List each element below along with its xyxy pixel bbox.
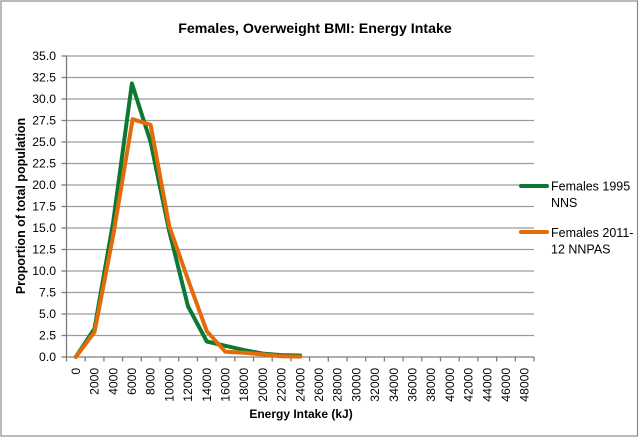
svg-text:35.0: 35.0 [32,49,56,63]
svg-text:34000: 34000 [387,368,401,402]
svg-text:30000: 30000 [349,368,363,402]
svg-text:Females 1995: Females 1995 [551,180,630,194]
svg-text:Females 2011-: Females 2011- [551,226,633,240]
svg-text:15.0: 15.0 [32,221,56,235]
svg-text:12000: 12000 [181,368,195,402]
svg-text:24000: 24000 [293,368,307,402]
svg-text:44000: 44000 [480,368,494,402]
svg-text:25.0: 25.0 [32,135,56,149]
svg-text:14000: 14000 [200,368,214,402]
svg-text:26000: 26000 [312,368,326,402]
svg-text:0.0: 0.0 [39,350,56,364]
svg-text:32000: 32000 [368,368,382,402]
svg-text:28000: 28000 [331,368,345,402]
svg-text:0: 0 [69,368,83,375]
svg-text:Proportion of total population: Proportion of total population [14,118,28,294]
svg-text:Females, Overweight BMI: Energ: Females, Overweight BMI: Energy Intake [178,21,452,37]
svg-text:40000: 40000 [443,368,457,402]
svg-text:22.5: 22.5 [32,157,56,171]
svg-text:8000: 8000 [144,368,158,395]
svg-text:2.5: 2.5 [39,329,56,343]
svg-text:10.0: 10.0 [32,264,56,278]
svg-text:27.5: 27.5 [32,114,56,128]
svg-text:6000: 6000 [125,368,139,395]
svg-text:42000: 42000 [462,368,476,402]
svg-text:32.5: 32.5 [32,71,56,85]
svg-text:16000: 16000 [219,368,233,402]
svg-text:48000: 48000 [518,368,532,402]
svg-text:12.5: 12.5 [32,243,56,257]
svg-text:7.5: 7.5 [39,286,56,300]
svg-text:20.0: 20.0 [32,178,56,192]
svg-text:10000: 10000 [162,368,176,402]
svg-text:30.0: 30.0 [32,92,56,106]
svg-text:36000: 36000 [406,368,420,402]
svg-text:Energy Intake (kJ): Energy Intake (kJ) [249,407,352,421]
svg-text:2000: 2000 [88,368,102,395]
svg-text:38000: 38000 [424,368,438,402]
svg-text:46000: 46000 [499,368,513,402]
svg-text:22000: 22000 [275,368,289,402]
svg-text:5.0: 5.0 [39,307,56,321]
svg-text:NNS: NNS [551,196,577,210]
svg-text:20000: 20000 [256,368,270,402]
svg-text:18000: 18000 [237,368,251,402]
svg-text:12 NNPAS: 12 NNPAS [551,243,611,257]
svg-text:4000: 4000 [106,368,120,395]
svg-text:17.5: 17.5 [32,200,56,214]
